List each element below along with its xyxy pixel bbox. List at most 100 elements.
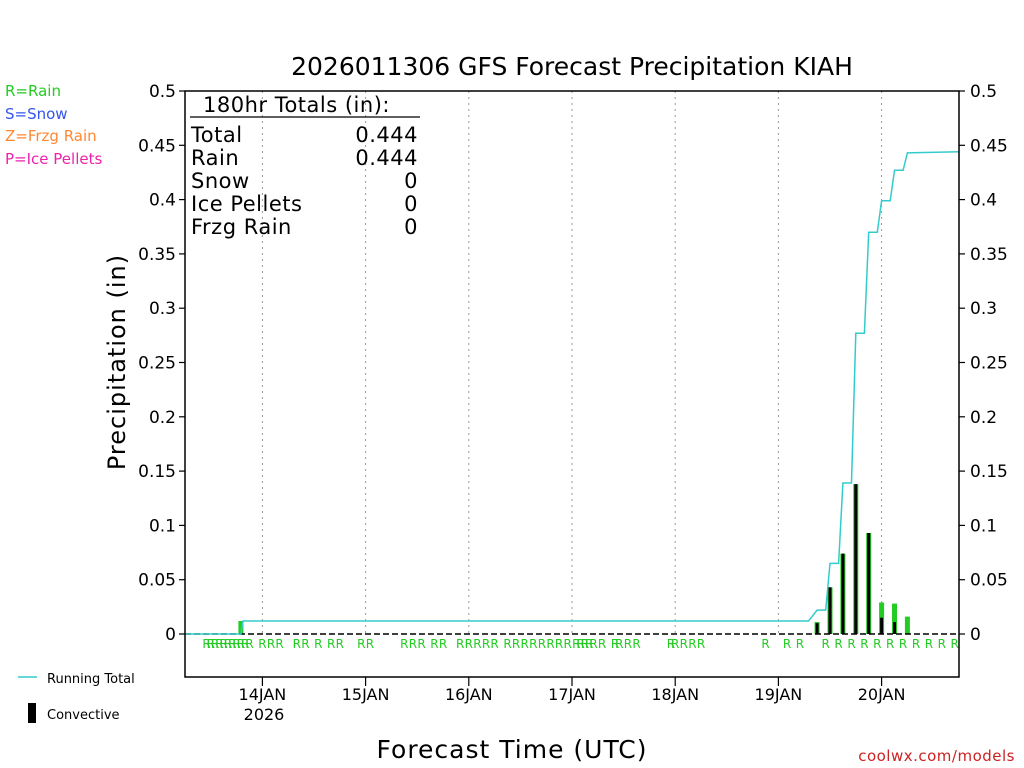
convective-bar xyxy=(893,622,896,634)
precip-type-marker: R xyxy=(585,637,593,651)
y-tick-label-right: 0.4 xyxy=(970,191,997,211)
precip-type-marker: R xyxy=(938,637,946,651)
precip-type-marker: R xyxy=(834,637,842,651)
x-axis-label: Forecast Time (UTC) xyxy=(377,735,648,764)
precip-bar xyxy=(892,603,897,634)
precip-type-marker: R xyxy=(822,637,830,651)
y-tick-label-right: 0.1 xyxy=(970,516,997,536)
x-tick-label: 19JAN xyxy=(755,685,803,704)
legend-running-total: Running Total xyxy=(47,672,135,687)
precip-type-marker: R xyxy=(572,637,580,651)
precip-type-marker: R xyxy=(482,637,490,651)
precip-type-marker: R xyxy=(576,637,584,651)
precip-type-marker: R xyxy=(503,637,511,651)
precip-type-marker: R xyxy=(589,637,597,651)
precip-type-marker: R xyxy=(624,637,632,651)
precip-type-marker: R xyxy=(886,637,894,651)
precip-type-marker: R xyxy=(439,637,447,651)
precip-type-marker: R xyxy=(951,637,959,651)
legend-frzg-rain: Z=Frzg Rain xyxy=(5,127,97,145)
totals-value: 0 xyxy=(404,215,418,239)
precip-type-marker: R xyxy=(456,637,464,651)
precip-type-marker: R xyxy=(215,637,223,651)
precip-type-marker: R xyxy=(899,637,907,651)
precip-type-marker: R xyxy=(207,637,215,651)
precip-type-marker: R xyxy=(409,637,417,651)
precip-type-marker: R xyxy=(680,637,688,651)
legend-ice-pellets: P=Ice Pellets xyxy=(5,150,102,168)
convective-bar xyxy=(880,617,884,634)
precip-type-marker: R xyxy=(237,637,245,651)
precip-type-marker: R xyxy=(465,637,473,651)
precip-type-marker: R xyxy=(293,637,301,651)
legend-convective-swatch xyxy=(28,703,36,723)
x-tick-label: 20JAN xyxy=(858,685,906,704)
precip-type-marker: R xyxy=(473,637,481,651)
chart-title: 2026011306 GFS Forecast Precipitation KI… xyxy=(291,52,853,81)
precip-type-marker: R xyxy=(615,637,623,651)
precip-type-marker: R xyxy=(667,637,675,651)
x-tick-label: 16JAN xyxy=(445,685,493,704)
precip-type-marker: R xyxy=(912,637,920,651)
y-tick-label-right: 0.25 xyxy=(970,354,1008,374)
precip-type-marker: R xyxy=(430,637,438,651)
precip-type-marker: R xyxy=(314,637,322,651)
running-total-line xyxy=(185,151,960,635)
totals-label: Snow xyxy=(191,169,250,193)
totals-value: 0 xyxy=(404,169,418,193)
totals-label: Total xyxy=(190,123,243,147)
precip-type-marker: R xyxy=(301,637,309,651)
precip-type-marker: R xyxy=(847,637,855,651)
y-tick-label-left: 0.2 xyxy=(149,408,176,428)
y-tick-label-right: 0.05 xyxy=(970,571,1008,591)
totals-label: Rain xyxy=(191,146,239,170)
y-tick-label-left: 0.15 xyxy=(138,462,176,482)
y-tick-label-left: 0.05 xyxy=(138,571,176,591)
y-tick-label-left: 0 xyxy=(165,625,176,645)
convective-bar xyxy=(828,587,832,634)
precip-type-marker: R xyxy=(241,637,249,651)
precip-type-marker: R xyxy=(538,637,546,651)
precip-bars xyxy=(238,484,910,634)
y-axis-label: Precipitation (in) xyxy=(103,254,131,470)
precip-type-marker: R xyxy=(202,637,210,651)
precip-type-marker: R xyxy=(521,637,529,651)
y-tick-label-right: 0.3 xyxy=(970,299,997,319)
precip-type-marker: R xyxy=(224,637,232,651)
precip-type-marker: R xyxy=(490,637,498,651)
x-axis-ticks: 14JAN 15JAN 16JAN 17JAN 18JAN 19JAN 20JAN xyxy=(239,677,906,704)
precip-type-marker: R xyxy=(228,637,236,651)
precip-type-marker: R xyxy=(267,637,275,651)
precip-type-marker: R xyxy=(697,637,705,651)
y-tick-label-right: 0.2 xyxy=(970,408,997,428)
legend-snow: S=Snow xyxy=(5,105,68,123)
totals-value: 0.444 xyxy=(355,146,418,170)
plot-frame xyxy=(184,90,960,678)
y-tick-label-right: 0.35 xyxy=(970,245,1008,265)
convective-bar xyxy=(854,484,858,634)
vertical-gridlines xyxy=(261,91,883,634)
precip-type-marker: R xyxy=(220,637,228,651)
precip-type-marker: R xyxy=(860,637,868,651)
precip-type-marker: R xyxy=(546,637,554,651)
precip-type-marker: R xyxy=(671,637,679,651)
precip-type-marker: R xyxy=(688,637,696,651)
precip-type-marker: R xyxy=(245,637,253,651)
precip-type-marker: R xyxy=(564,637,572,651)
convective-bar xyxy=(867,533,871,634)
precip-type-marker: R xyxy=(555,637,563,651)
precip-type-marker: R xyxy=(925,637,933,651)
y-tick-label-right: 0 xyxy=(970,625,981,645)
precip-type-marker: R xyxy=(529,637,537,651)
precip-type-marker: R xyxy=(366,637,374,651)
precip-type-marker: R xyxy=(400,637,408,651)
precip-type-marker: R xyxy=(611,637,619,651)
y-tick-label-left: 0.35 xyxy=(138,245,176,265)
convective-bar xyxy=(815,623,819,634)
x-tick-label: 14JAN xyxy=(239,685,287,704)
y-tick-label-left: 0.4 xyxy=(149,191,176,211)
totals-label: Frzg Rain xyxy=(191,215,292,239)
precip-type-marker: R xyxy=(761,637,769,651)
